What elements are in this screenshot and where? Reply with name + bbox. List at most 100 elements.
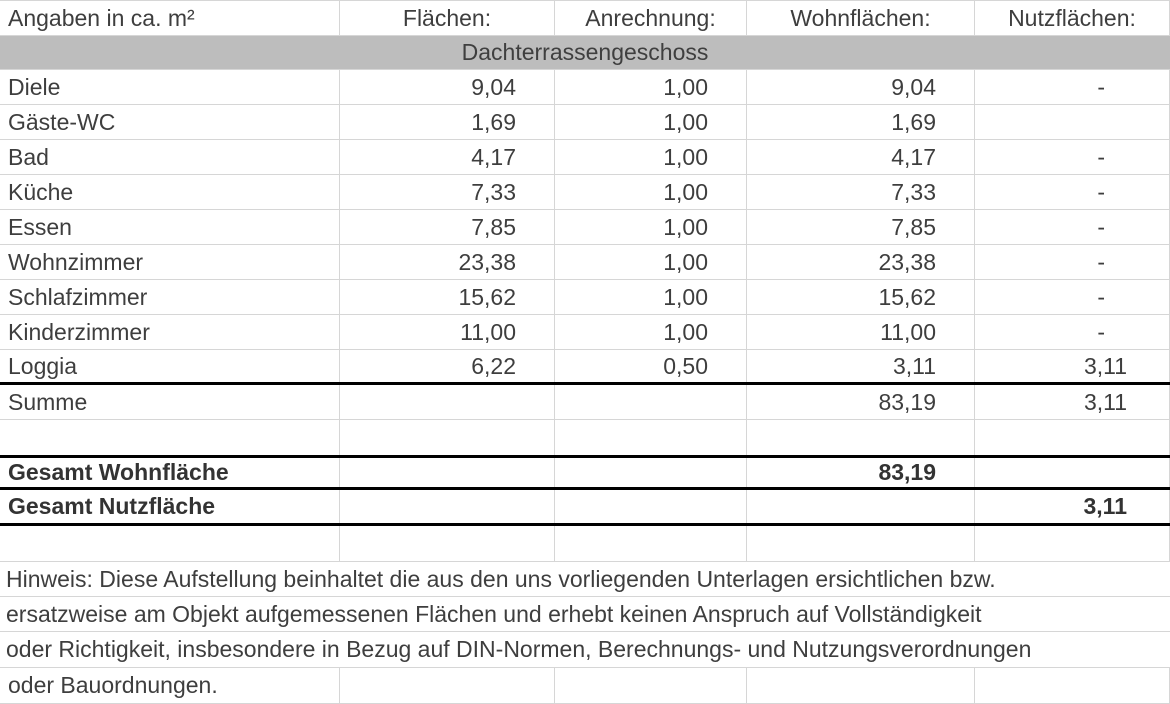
column-header-nutzflaechen: Nutzflächen: <box>975 1 1170 35</box>
total-nutzflaeche-row: Gesamt Nutzfläche 3,11 <box>0 490 1170 526</box>
table-row-wohnzimmer: Wohnzimmer 23,38 1,00 23,38 - <box>0 245 1170 280</box>
summe-flaechen-empty <box>340 385 555 419</box>
flaechen-value: 9,04 <box>340 70 555 104</box>
total-empty-cell <box>975 458 1170 487</box>
total-empty-cell <box>555 458 747 487</box>
room-label: Loggia <box>0 350 340 382</box>
flaechen-value: 7,85 <box>340 210 555 244</box>
wohnflaechen-value: 9,04 <box>747 70 975 104</box>
nutzflaechen-value: - <box>975 210 1170 244</box>
wohnflaechen-value: 1,69 <box>747 105 975 139</box>
anrechnung-value: 1,00 <box>555 70 747 104</box>
flaechen-value: 6,22 <box>340 350 555 382</box>
wohnflaechen-value: 7,33 <box>747 175 975 209</box>
note-text: oder Richtigkeit, insbesondere in Bezug … <box>6 636 1032 662</box>
table-row-diele: Diele 9,04 1,00 9,04 - <box>0 70 1170 105</box>
table-header-row: Angaben in ca. m² Flächen: Anrechnung: W… <box>0 0 1170 36</box>
column-header-wohnflaechen: Wohnflächen: <box>747 1 975 35</box>
nutzflaechen-value: - <box>975 245 1170 279</box>
anrechnung-value: 1,00 <box>555 210 747 244</box>
total-empty-cell <box>747 490 975 523</box>
spacer-cell <box>0 526 340 561</box>
column-header-flaechen: Flächen: <box>340 1 555 35</box>
spacer-cell <box>747 420 975 455</box>
column-header-anrechnung: Anrechnung: <box>555 1 747 35</box>
room-label: Gäste-WC <box>0 105 340 139</box>
total-label: Gesamt Wohnfläche <box>0 458 340 487</box>
table-row-kinderzimmer: Kinderzimmer 11,00 1,00 11,00 - <box>0 315 1170 350</box>
room-label: Bad <box>0 140 340 174</box>
note-text: oder Bauordnungen. <box>0 668 340 703</box>
flaechen-value: 7,33 <box>340 175 555 209</box>
total-empty-cell <box>340 458 555 487</box>
nutzflaechen-value: - <box>975 175 1170 209</box>
spacer-cell <box>340 668 555 703</box>
total-nutzflaeche-value: 3,11 <box>975 490 1170 523</box>
total-wohnflaeche-row: Gesamt Wohnfläche 83,19 <box>0 455 1170 490</box>
wohnflaechen-value: 15,62 <box>747 280 975 314</box>
total-wohnflaeche-value: 83,19 <box>747 458 975 487</box>
total-empty-cell <box>340 490 555 523</box>
room-label: Diele <box>0 70 340 104</box>
flaechen-value: 11,00 <box>340 315 555 349</box>
anrechnung-value: 1,00 <box>555 245 747 279</box>
spacer-cell <box>747 668 975 703</box>
nutzflaechen-value: - <box>975 315 1170 349</box>
room-label: Küche <box>0 175 340 209</box>
anrechnung-value: 1,00 <box>555 140 747 174</box>
nutzflaechen-value <box>975 105 1170 139</box>
note-line-3: oder Richtigkeit, insbesondere in Bezug … <box>0 632 1170 668</box>
room-label: Schlafzimmer <box>0 280 340 314</box>
wohnflaechen-value: 3,11 <box>747 350 975 382</box>
room-label: Essen <box>0 210 340 244</box>
spacer-cell <box>340 420 555 455</box>
nutzflaechen-value: - <box>975 140 1170 174</box>
nutzflaechen-value: 3,11 <box>975 350 1170 382</box>
note-line-1: Hinweis: Diese Aufstellung beinhaltet di… <box>0 562 1170 597</box>
table-row-essen: Essen 7,85 1,00 7,85 - <box>0 210 1170 245</box>
flaechen-value: 15,62 <box>340 280 555 314</box>
spacer-row <box>0 526 1170 562</box>
anrechnung-value: 1,00 <box>555 175 747 209</box>
wohnflaechen-value: 7,85 <box>747 210 975 244</box>
spacer-cell <box>747 526 975 561</box>
total-label: Gesamt Nutzfläche <box>0 490 340 523</box>
nutzflaechen-value: - <box>975 70 1170 104</box>
table-row-loggia: Loggia 6,22 0,50 3,11 3,11 <box>0 350 1170 385</box>
summe-anrechnung-empty <box>555 385 747 419</box>
room-label: Kinderzimmer <box>0 315 340 349</box>
anrechnung-value: 1,00 <box>555 315 747 349</box>
spacer-row <box>0 420 1170 455</box>
spacer-cell <box>555 668 747 703</box>
anrechnung-value: 1,00 <box>555 105 747 139</box>
total-empty-cell <box>555 490 747 523</box>
table-row-kueche: Küche 7,33 1,00 7,33 - <box>0 175 1170 210</box>
anrechnung-value: 0,50 <box>555 350 747 382</box>
flaechen-value: 23,38 <box>340 245 555 279</box>
table-row-schlafzimmer: Schlafzimmer 15,62 1,00 15,62 - <box>0 280 1170 315</box>
wohnflaechen-value: 4,17 <box>747 140 975 174</box>
spacer-cell <box>555 526 747 561</box>
spacer-cell <box>975 668 1170 703</box>
wohnflaechen-value: 23,38 <box>747 245 975 279</box>
section-banner: Dachterrassengeschoss <box>0 36 1170 70</box>
note-text: ersatzweise am Objekt aufgemessenen Fläc… <box>6 600 982 627</box>
summe-wohnflaechen-value: 83,19 <box>747 385 975 419</box>
wohnflaechen-value: 11,00 <box>747 315 975 349</box>
summe-label: Summe <box>0 385 340 419</box>
table-row-bad: Bad 4,17 1,00 4,17 - <box>0 140 1170 175</box>
note-text: Hinweis: Diese Aufstellung beinhaltet di… <box>6 565 996 592</box>
room-label: Wohnzimmer <box>0 245 340 279</box>
spacer-cell <box>340 526 555 561</box>
flaechen-value: 4,17 <box>340 140 555 174</box>
anrechnung-value: 1,00 <box>555 280 747 314</box>
nutzflaechen-value: - <box>975 280 1170 314</box>
section-title: Dachterrassengeschoss <box>461 39 709 65</box>
note-line-2: ersatzweise am Objekt aufgemessenen Fläc… <box>0 597 1170 632</box>
spacer-cell <box>975 526 1170 561</box>
note-line-4: oder Bauordnungen. <box>0 668 1170 704</box>
spacer-cell <box>0 420 340 455</box>
summe-row: Summe 83,19 3,11 <box>0 385 1170 420</box>
table-row-gaeste-wc: Gäste-WC 1,69 1,00 1,69 <box>0 105 1170 140</box>
